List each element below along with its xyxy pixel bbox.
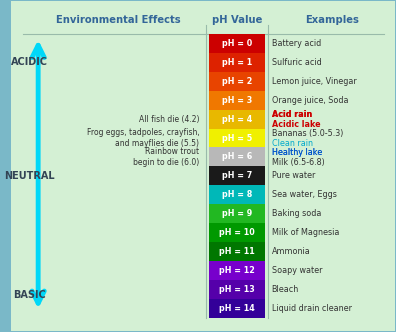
Text: pH = 3: pH = 3 [222,96,252,105]
Text: pH = 12: pH = 12 [219,266,255,275]
Text: Milk (6.5-6.8): Milk (6.5-6.8) [272,158,324,167]
Text: pH = 7: pH = 7 [222,171,252,180]
Text: Pure water: Pure water [272,171,315,180]
Bar [209,53,265,72]
Text: Clean rain: Clean rain [272,139,313,148]
Text: Acidic lake: Acidic lake [272,120,320,129]
Text: pH = 2: pH = 2 [222,77,252,86]
Text: pH = 4: pH = 4 [222,115,252,124]
Text: Healthy lake: Healthy lake [272,148,322,157]
Text: Battery acid: Battery acid [272,39,321,48]
Text: pH = 10: pH = 10 [219,228,255,237]
Bar [209,185,265,205]
Text: Frog eggs, tadpoles, crayfish,
and mayflies die (5.5): Frog eggs, tadpoles, crayfish, and mayfl… [87,128,200,148]
Text: Healthy lake: Healthy lake [272,148,322,157]
Text: Liquid drain cleaner: Liquid drain cleaner [272,304,352,313]
Bar [209,147,265,166]
Bar [209,280,265,299]
Text: Sea water, Eggs: Sea water, Eggs [272,190,337,200]
Text: Environmental Effects: Environmental Effects [57,16,181,26]
Bar [209,166,265,185]
Text: Baking soda: Baking soda [272,209,321,218]
Bar [209,110,265,128]
Text: pH = 5: pH = 5 [222,133,252,142]
Bar [209,242,265,261]
Text: Acid rain: Acid rain [272,110,312,120]
Text: pH = 13: pH = 13 [219,285,255,294]
FancyBboxPatch shape [8,0,396,332]
Text: pH = 8: pH = 8 [222,190,252,200]
Bar [209,299,265,318]
Text: pH = 14: pH = 14 [219,304,255,313]
Bar [209,72,265,91]
Bar [209,223,265,242]
Text: All fish die (4.2): All fish die (4.2) [139,115,200,124]
Text: pH = 11: pH = 11 [219,247,255,256]
Text: Orange juice, Soda: Orange juice, Soda [272,96,348,105]
Text: Lemon juice, Vinegar: Lemon juice, Vinegar [272,77,356,86]
Text: Rainbow trout
begin to die (6.0): Rainbow trout begin to die (6.0) [133,147,200,167]
Text: pH = 0: pH = 0 [222,39,252,48]
Bar [209,128,265,147]
Text: pH = 9: pH = 9 [222,209,252,218]
Text: pH = 1: pH = 1 [222,58,252,67]
Text: Milk of Magnesia: Milk of Magnesia [272,228,339,237]
Text: pH Value: pH Value [212,16,262,26]
Text: Bananas (5.0-5.3): Bananas (5.0-5.3) [272,129,343,138]
Text: Ammonia: Ammonia [272,247,310,256]
Text: Sulfuric acid: Sulfuric acid [272,58,322,67]
Text: ACIDIC: ACIDIC [11,57,48,67]
Text: Soapy water: Soapy water [272,266,322,275]
Text: pH = 6: pH = 6 [222,152,252,161]
Bar [209,91,265,110]
Bar [209,34,265,53]
Text: Bleach: Bleach [272,285,299,294]
Bar [209,261,265,280]
Text: Acid rain: Acid rain [272,110,312,120]
Text: NEUTRAL: NEUTRAL [4,171,55,181]
Text: Examples: Examples [305,16,359,26]
Bar [209,205,265,223]
Text: BASIC: BASIC [13,290,46,300]
